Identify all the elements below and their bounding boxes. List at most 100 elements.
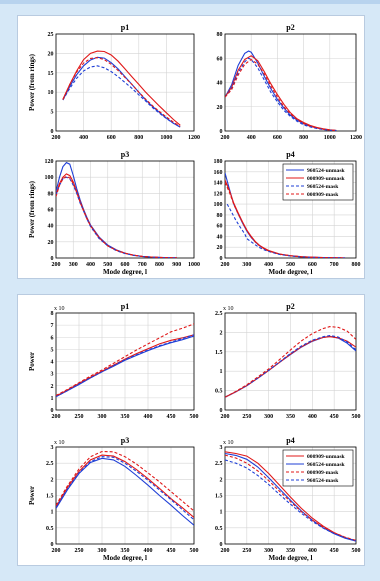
y-tick-label: 3	[51, 445, 54, 451]
x-tick-label: 250	[75, 414, 84, 420]
y-axis-label: Power	[28, 486, 36, 505]
y-tick-label: 2.5	[215, 461, 223, 467]
y-tick-label: 60	[217, 224, 223, 230]
y-tick-label: 0	[220, 129, 223, 135]
y-tick-label: 4	[51, 360, 54, 366]
x-tick-label: 350	[286, 548, 295, 554]
chart-p4: 200 300 400 500 600 700 800 0 20 40 60 80 100 120 140 1…	[214, 150, 361, 276]
y-tick-label: 80	[217, 213, 223, 219]
series-line-000909-unmask	[225, 55, 337, 131]
chart-p1: 200 400 600 800 1000 1200 0 5 10 15 20 25 p1 Power (f…	[28, 23, 200, 141]
x-tick-label: 350	[121, 414, 130, 420]
y-tick-label: 1	[51, 396, 54, 402]
y-axis-label: Power	[28, 352, 36, 371]
y-tick-label: 60	[48, 208, 54, 214]
y-tick-label: 2.5	[215, 311, 223, 317]
x-tick-label: 500	[103, 262, 112, 268]
chart-title: p1	[121, 23, 129, 32]
x-tick-label: 250	[75, 548, 84, 554]
x-axis-label: Mode degree, l	[103, 554, 147, 562]
x-tick-label: 800	[352, 262, 361, 268]
legend: 960524-unmask 000909-unmask 960524-mask 000…	[282, 163, 354, 201]
y-tick-label: 0	[220, 408, 223, 414]
legend: 000909-unmask 960524-unmask 000909-mask 960…	[282, 449, 354, 487]
y-tick-label: 5	[51, 110, 54, 116]
x-tick-label: 500	[190, 414, 199, 420]
y-tick-label: 0	[51, 256, 54, 262]
y-axis-multiplier: x 10	[54, 440, 65, 446]
x-tick-label: 700	[330, 262, 339, 268]
chart-title: p2	[286, 23, 294, 32]
chart-p2: 200 250 300 350 400 450 500 0 0.5 1 1.5 2 2.5 p2 x 10	[215, 302, 361, 420]
x-tick-label: 200	[221, 262, 230, 268]
x-tick-label: 200	[52, 548, 61, 554]
x-tick-label: 450	[167, 414, 176, 420]
x-tick-label: 300	[264, 414, 273, 420]
series-line-960524-mask	[62, 65, 181, 128]
legend-entry-000909-unmask: 000909-unmask	[307, 176, 345, 182]
x-tick-label: 500	[190, 548, 199, 554]
series-line-960524-unmask	[62, 56, 181, 128]
series-line-960524-mask	[56, 176, 177, 258]
y-tick-label: 25	[48, 32, 54, 38]
y-tick-label: 1.5	[215, 350, 223, 356]
y-tick-label: 20	[217, 245, 223, 251]
y-tick-label: 2.5	[46, 461, 54, 467]
series-line-000909-mask	[62, 57, 181, 127]
y-tick-label: 1	[51, 510, 54, 516]
x-tick-label: 300	[264, 548, 273, 554]
plot-frame	[55, 446, 195, 545]
x-axis-label: Mode degree, l	[269, 268, 313, 276]
y-tick-label: 8	[51, 311, 54, 317]
y-tick-label: 0	[220, 542, 223, 548]
legend-entry-960524-mask: 960524-mask	[307, 184, 339, 190]
y-axis-multiplier: x 10	[223, 306, 234, 312]
y-tick-label: 40	[48, 224, 54, 230]
y-axis-label: Power (from rings)	[28, 180, 36, 238]
chart-title: p1	[121, 302, 129, 311]
y-tick-label: 160	[214, 170, 223, 176]
y-tick-label: 2	[220, 330, 223, 336]
legend-entry-000909-unmask: 000909-unmask	[307, 454, 345, 460]
x-tick-label: 250	[242, 548, 251, 554]
x-tick-label: 400	[79, 135, 88, 141]
y-tick-label: 2	[220, 477, 223, 483]
x-tick-label: 400	[144, 414, 153, 420]
y-tick-label: 1	[220, 369, 223, 375]
x-tick-label: 500	[286, 262, 295, 268]
series-line-000909-unmask	[56, 454, 194, 518]
y-tick-label: 0	[51, 542, 54, 548]
chart-title: p3	[121, 150, 129, 159]
x-tick-label: 1200	[350, 135, 362, 141]
y-tick-label: 6	[51, 335, 54, 341]
series-line-000909-mask	[225, 182, 346, 258]
legend-entry-960524-mask: 960524-mask	[307, 478, 339, 484]
x-tick-label: 400	[247, 135, 256, 141]
chart-p4: 200 250 300 350 400 450 500 0 0.5 1 1.5 2 2.5 3 p4 x 10…	[215, 436, 361, 562]
plot-frame	[55, 33, 195, 132]
x-tick-label: 200	[52, 135, 61, 141]
x-tick-label: 600	[121, 262, 130, 268]
series-line-960524-mask	[225, 334, 356, 398]
y-tick-label: 15	[48, 71, 54, 77]
series-line-000909-mask	[56, 450, 194, 512]
y-tick-label: 3	[220, 445, 223, 451]
chart-title: p3	[121, 436, 129, 445]
y-tick-label: 120	[45, 159, 54, 165]
y-tick-label: 2	[51, 477, 54, 483]
power-panel: 200 250 300 350 400 450 500 0 1 2 3 4 5 6 7 8 p1 x 10 Powe…	[17, 294, 365, 566]
y-tick-label: 40	[217, 81, 223, 87]
plot-frame	[224, 312, 357, 411]
x-tick-label: 300	[69, 262, 78, 268]
top-bar	[0, 0, 380, 4]
y-axis-multiplier: x 10	[223, 440, 234, 446]
y-tick-label: 0.5	[215, 526, 223, 532]
x-tick-label: 800	[155, 262, 164, 268]
series-line-960524-unmask	[225, 50, 337, 131]
y-tick-label: 20	[48, 51, 54, 57]
y-tick-label: 5	[51, 347, 54, 353]
x-tick-label: 200	[221, 548, 230, 554]
x-tick-label: 250	[242, 414, 251, 420]
x-tick-label: 300	[242, 262, 251, 268]
series-line-000909-mask	[56, 323, 194, 396]
